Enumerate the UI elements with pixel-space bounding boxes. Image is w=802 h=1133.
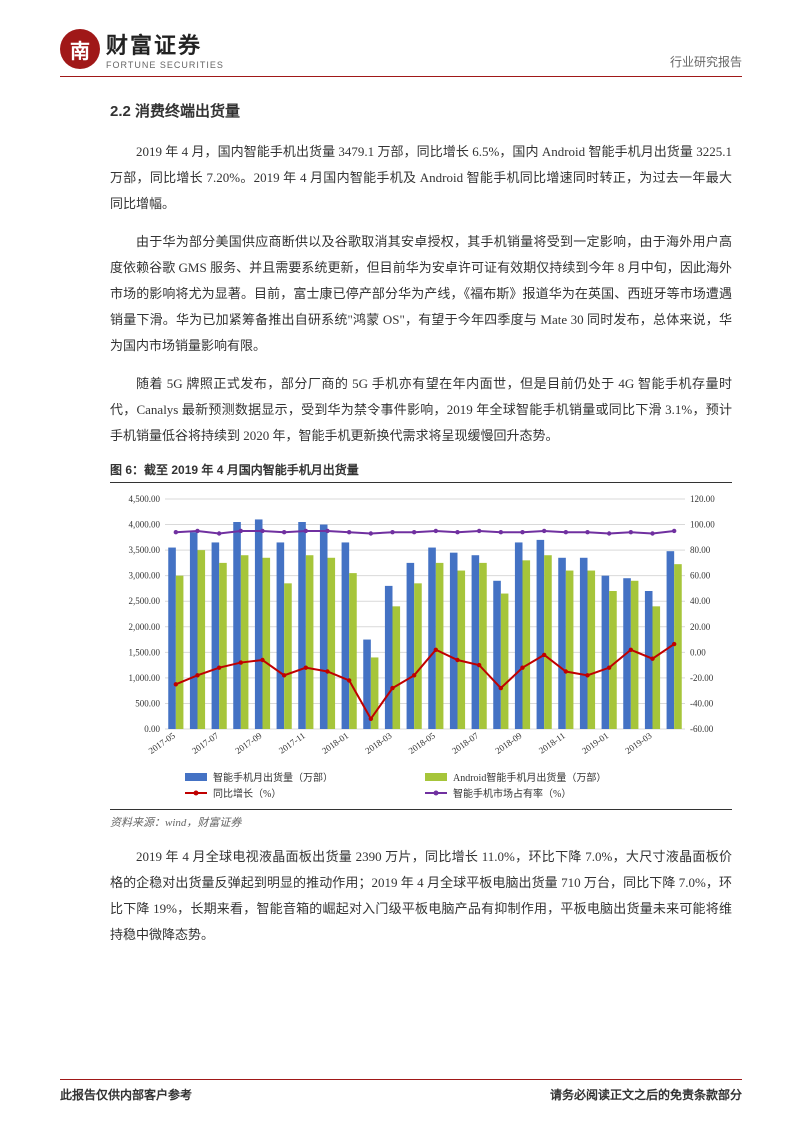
svg-text:120.00: 120.00 — [690, 494, 715, 504]
svg-text:2017-09: 2017-09 — [233, 730, 264, 756]
svg-text:2018-09: 2018-09 — [493, 730, 524, 756]
svg-text:智能手机市场占有率（%）: 智能手机市场占有率（%） — [453, 787, 571, 800]
svg-text:3,000.00: 3,000.00 — [129, 571, 161, 581]
paragraph-2: 由于华为部分美国供应商断供以及谷歌取消其安卓授权，其手机销量将受到一定影响，由于… — [110, 229, 732, 359]
svg-text:智能手机月出货量（万部）: 智能手机月出货量（万部） — [213, 771, 333, 784]
svg-text:20.00: 20.00 — [690, 622, 711, 632]
svg-text:0.00: 0.00 — [690, 647, 706, 657]
logo-block: 南 财富证券 FORTUNE SECURITIES — [60, 28, 224, 70]
doc-type-label: 行业研究报告 — [670, 53, 742, 70]
svg-text:同比增长（%）: 同比增长（%） — [213, 787, 281, 800]
svg-text:100.00: 100.00 — [690, 520, 715, 530]
svg-text:1,000.00: 1,000.00 — [129, 673, 161, 683]
svg-text:2019-01: 2019-01 — [580, 730, 610, 755]
footer-right: 请务必阅读正文之后的免责条款部分 — [550, 1086, 742, 1103]
svg-text:2019-03: 2019-03 — [623, 730, 654, 756]
svg-text:3,500.00: 3,500.00 — [129, 545, 161, 555]
svg-text:-60.00: -60.00 — [690, 724, 714, 734]
svg-text:2,500.00: 2,500.00 — [129, 596, 161, 606]
svg-text:2018-03: 2018-03 — [363, 730, 394, 756]
logo-cn: 财富证券 — [106, 28, 224, 60]
svg-text:2,000.00: 2,000.00 — [129, 622, 161, 632]
paragraph-3: 随着 5G 牌照正式发布，部分厂商的 5G 手机亦有望在年内面世，但是目前仍处于… — [110, 371, 732, 449]
svg-text:2017-05: 2017-05 — [147, 730, 178, 756]
svg-text:1,500.00: 1,500.00 — [129, 647, 161, 657]
svg-text:0.00: 0.00 — [144, 724, 160, 734]
page-footer: 此报告仅供内部客户参考 请务必阅读正文之后的免责条款部分 — [60, 1079, 742, 1103]
figure-source: 资料来源：wind，财富证券 — [110, 809, 732, 830]
svg-text:60.00: 60.00 — [690, 571, 711, 581]
logo-text: 财富证券 FORTUNE SECURITIES — [106, 28, 224, 70]
svg-text:-40.00: -40.00 — [690, 698, 714, 708]
svg-text:Android智能手机月出货量（万部）: Android智能手机月出货量（万部） — [453, 771, 606, 784]
svg-text:2017-11: 2017-11 — [277, 730, 307, 755]
page-header: 南 财富证券 FORTUNE SECURITIES 行业研究报告 — [60, 28, 742, 77]
paragraph-4: 2019 年 4 月全球电视液晶面板出货量 2390 万片，同比增长 11.0%… — [110, 844, 732, 948]
svg-text:40.00: 40.00 — [690, 596, 711, 606]
logo-icon: 南 — [60, 29, 100, 69]
svg-text:2018-01: 2018-01 — [320, 730, 350, 755]
logo-en: FORTUNE SECURITIES — [106, 60, 224, 70]
footer-left: 此报告仅供内部客户参考 — [60, 1086, 192, 1103]
chart-container: 0.00 500.00 1,000.00 1,500.00 2,000.00 2,500.… — [110, 489, 732, 809]
svg-text:500.00: 500.00 — [135, 698, 160, 708]
section-title: 2.2 消费终端出货量 — [110, 100, 732, 121]
figure-title: 图 6：截至 2019 年 4 月国内智能手机月出货量 — [110, 461, 732, 483]
svg-text:2018-05: 2018-05 — [407, 730, 438, 756]
svg-text:80.00: 80.00 — [690, 545, 711, 555]
paragraph-1: 2019 年 4 月，国内智能手机出货量 3479.1 万部，同比增长 6.5%… — [110, 139, 732, 217]
svg-text:4,500.00: 4,500.00 — [129, 494, 161, 504]
svg-text:2017-07: 2017-07 — [190, 730, 221, 756]
svg-text:4,000.00: 4,000.00 — [129, 520, 161, 530]
svg-text:2018-07: 2018-07 — [450, 730, 481, 756]
content-area: 2.2 消费终端出货量 2019 年 4 月，国内智能手机出货量 3479.1 … — [110, 100, 732, 960]
chart-svg: 0.00 500.00 1,000.00 1,500.00 2,000.00 2,500.… — [110, 489, 730, 809]
svg-text:-20.00: -20.00 — [690, 673, 714, 683]
svg-text:2018-11: 2018-11 — [537, 730, 567, 755]
